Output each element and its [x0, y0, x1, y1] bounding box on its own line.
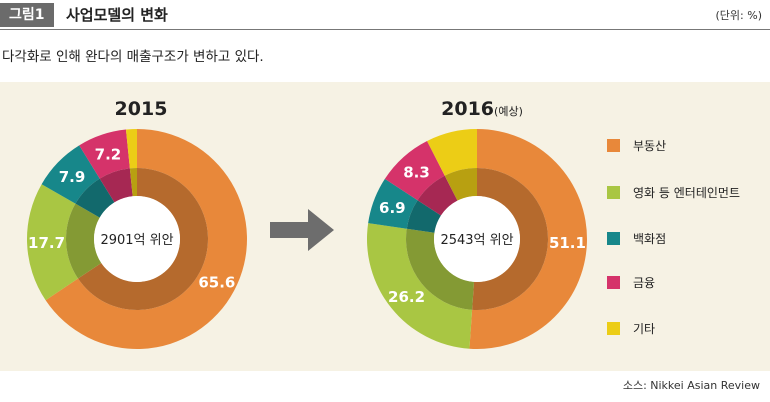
slice-inner-finance — [99, 168, 133, 203]
slice-department_store — [368, 178, 418, 229]
donut-2016: 51.1 26.2 6.9 8.3 2543억 위안 — [367, 129, 588, 349]
chart-title-2016-suffix: (예상) — [494, 105, 523, 118]
chart-title-2015-year: 2015 — [115, 98, 168, 120]
data-label: 8.3 — [403, 164, 430, 182]
slice-entertainment — [367, 223, 473, 349]
figure-badge: 그림1 — [0, 3, 54, 27]
chart-title-2016: 2016(예상) — [441, 98, 523, 120]
legend-swatch — [607, 276, 620, 289]
legend-swatch — [607, 139, 620, 152]
data-label: 7.9 — [59, 168, 86, 186]
slice-other — [427, 129, 477, 176]
slice-finance — [384, 140, 445, 201]
legend-swatch — [607, 232, 620, 245]
donut-center — [434, 196, 520, 282]
slice-real_estate — [45, 129, 247, 349]
slice-inner-finance — [417, 175, 458, 216]
data-label: 6.9 — [379, 199, 406, 217]
legend-label: 기타 — [633, 322, 655, 336]
donut-center — [94, 196, 180, 282]
arrow-icon — [270, 209, 334, 251]
legend-label: 부동산 — [633, 139, 666, 153]
slice-inner-department_store — [75, 178, 115, 218]
data-label: 17.7 — [28, 234, 65, 252]
header-divider — [0, 29, 770, 30]
slice-other — [125, 129, 137, 169]
data-label: 65.6 — [198, 274, 235, 292]
figure-title: 사업모델의 변화 — [66, 6, 168, 24]
legend-swatch — [607, 322, 620, 335]
legend-label: 영화 등 엔터테인먼트 — [633, 186, 740, 200]
legend-swatch — [607, 186, 620, 199]
source-note: 소스: Nikkei Asian Review — [622, 379, 760, 392]
figure-subtitle: 다각화로 인해 완다의 매출구조가 변하고 있다. — [2, 49, 264, 65]
slice-inner-real_estate — [78, 168, 208, 310]
slice-finance — [79, 129, 130, 179]
slice-inner-entertainment — [405, 228, 475, 310]
slice-inner-real_estate — [472, 168, 548, 310]
slice-department_store — [41, 145, 100, 204]
legend-label: 백화점 — [633, 232, 666, 246]
figure-header: 그림1 사업모델의 변화 (단위: %) — [0, 0, 770, 30]
slice-inner-entertainment — [66, 203, 102, 279]
data-label: 26.2 — [388, 288, 425, 306]
data-label: 7.2 — [95, 145, 122, 163]
chart-title-2016-year: 2016 — [441, 98, 494, 120]
slice-entertainment — [26, 184, 79, 301]
slice-real_estate — [469, 129, 588, 349]
slice-inner-other — [444, 168, 477, 201]
slice-inner-other — [129, 168, 137, 197]
center-total-label: 2543억 위안 — [440, 233, 513, 248]
data-label: 51.1 — [549, 234, 586, 252]
unit-label: (단위: %) — [715, 9, 762, 22]
center-total-label: 2901억 위안 — [100, 233, 173, 248]
donut-2015: 65.6 17.7 7.9 7.2 2901억 위안 — [26, 129, 247, 349]
chart-title-2015: 2015 — [115, 98, 168, 120]
donut-charts: 2015 2016(예상) 65.6 17.7 7.9 7.2 2901억 위안 51.… — [26, 98, 740, 349]
slice-inner-department_store — [406, 200, 441, 233]
legend-label: 금융 — [633, 276, 655, 290]
